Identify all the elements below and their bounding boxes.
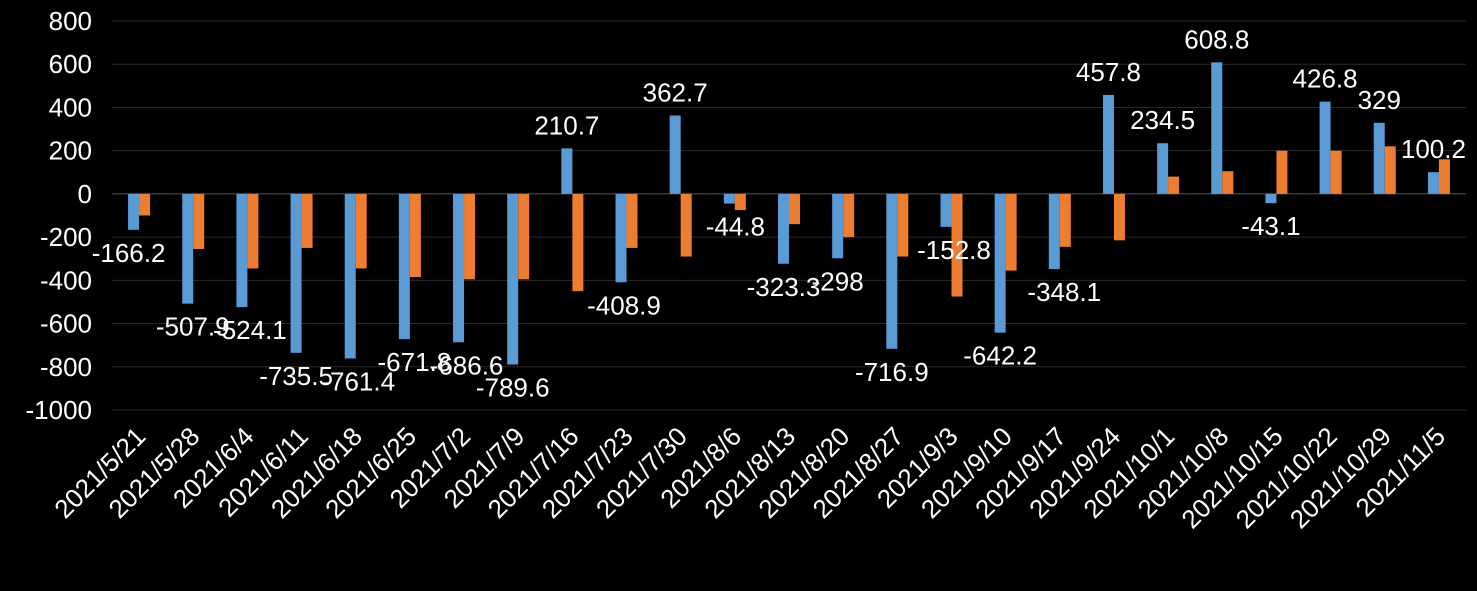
y-tick-label: 800 xyxy=(49,6,92,36)
data-label: 608.8 xyxy=(1184,24,1249,54)
bar-series-2 xyxy=(734,193,746,211)
bar-series-1 xyxy=(1048,193,1060,270)
bars xyxy=(128,62,1450,365)
bar-series-2 xyxy=(1113,193,1125,241)
bar-series-2 xyxy=(789,193,800,225)
bar-series-2 xyxy=(1384,146,1396,194)
bar-series-1 xyxy=(344,193,356,359)
bar-series-1 xyxy=(128,193,140,230)
data-label: -761.4 xyxy=(321,366,395,396)
y-tick-label: -1000 xyxy=(26,395,93,425)
data-label: -671.8 xyxy=(378,347,452,377)
data-label: 457.8 xyxy=(1076,57,1141,87)
bar-series-2 xyxy=(897,193,909,257)
data-label: 234.5 xyxy=(1130,105,1195,135)
data-labels: -166.2 -507.9-524.1 -735.5-761.4-671.8-686… xyxy=(92,24,1466,402)
bar-series-1 xyxy=(182,193,194,304)
data-label: -43.1 xyxy=(1241,211,1300,241)
data-label: -524.1 xyxy=(213,315,287,345)
bar-series-2 xyxy=(626,193,638,248)
bar-series-2 xyxy=(1005,193,1017,271)
bar-series-2 xyxy=(464,193,476,280)
bar-series-2 xyxy=(572,193,584,292)
bar-series-2 xyxy=(193,193,205,249)
bar-series-1 xyxy=(236,193,248,308)
bar-series-1 xyxy=(615,193,627,283)
bar-series-1 xyxy=(1265,193,1277,204)
y-tick-label: 0 xyxy=(78,179,92,209)
data-label: -152.8 xyxy=(917,235,991,265)
data-label: -507.9 xyxy=(156,312,230,342)
bar-series-2 xyxy=(951,193,963,297)
y-tick-label: 400 xyxy=(49,92,92,122)
x-axis: 2021/5/212021/5/282021/6/42021/6/112021/… xyxy=(48,421,1451,534)
bar-series-2 xyxy=(518,193,530,280)
bar-series-1 xyxy=(832,193,844,259)
y-tick-label: 200 xyxy=(49,136,92,166)
y-tick-label: -600 xyxy=(40,309,92,339)
bar-series-1 xyxy=(723,193,735,204)
data-label: -348.1 xyxy=(1027,277,1101,307)
data-label: -44.8 xyxy=(706,212,765,242)
data-label: 362.7 xyxy=(643,78,708,108)
bar-series-1 xyxy=(507,193,519,365)
data-label: -789.6 xyxy=(476,373,550,403)
bar-series-1 xyxy=(398,193,410,340)
data-label: -716.9 xyxy=(855,357,929,387)
data-label: 426.8 xyxy=(1293,64,1358,94)
bar-series-1 xyxy=(1157,143,1169,194)
y-tick-label: -800 xyxy=(40,352,92,382)
bar-series-2 xyxy=(1059,193,1071,247)
bar-series-2 xyxy=(843,193,855,238)
bar-series-1 xyxy=(1427,172,1439,194)
bar-series-2 xyxy=(1222,171,1234,194)
data-label: -166.2 xyxy=(92,238,166,268)
y-tick-label: -400 xyxy=(40,265,92,295)
y-tick-label: -200 xyxy=(40,222,92,252)
bar-series-1 xyxy=(1211,62,1223,194)
bar-series-1 xyxy=(1373,122,1385,194)
bar-series-2 xyxy=(1168,176,1180,194)
bar-series-1 xyxy=(453,193,465,343)
bar-series-1 xyxy=(994,193,1006,333)
bar-series-2 xyxy=(680,193,692,257)
data-label: -686.6 xyxy=(430,350,504,380)
bar-series-2 xyxy=(1438,159,1450,194)
bar-series-2 xyxy=(409,193,421,278)
bar-series-1 xyxy=(940,193,952,227)
data-label: 100.2 xyxy=(1401,134,1466,164)
bar-series-1 xyxy=(886,193,898,349)
bar-series-1 xyxy=(1319,101,1331,194)
data-label: -735.5 xyxy=(259,361,333,391)
data-label: -323.3 xyxy=(747,272,821,302)
bar-series-2 xyxy=(355,193,367,269)
data-label: 210.7 xyxy=(534,110,599,140)
data-label: -408.9 xyxy=(587,290,661,320)
data-label: -298 xyxy=(812,266,864,296)
bar-series-2 xyxy=(1330,150,1342,194)
y-axis: 800 600 400 200 0 -200 -400 -600 -800 -1000 xyxy=(26,6,93,425)
bar-series-1 xyxy=(290,193,302,353)
bar-series-2 xyxy=(139,193,151,216)
bar-series-2 xyxy=(301,193,313,248)
bar-series-1 xyxy=(1102,94,1114,194)
bar-series-2 xyxy=(247,193,259,269)
bar-series-1 xyxy=(669,115,681,194)
y-tick-label: 600 xyxy=(49,49,92,79)
data-label: -642.2 xyxy=(963,341,1037,371)
bar-series-1 xyxy=(561,148,573,194)
bar-series-1 xyxy=(778,193,789,264)
bar-series-2 xyxy=(1276,150,1288,194)
data-label: 329 xyxy=(1358,85,1401,115)
